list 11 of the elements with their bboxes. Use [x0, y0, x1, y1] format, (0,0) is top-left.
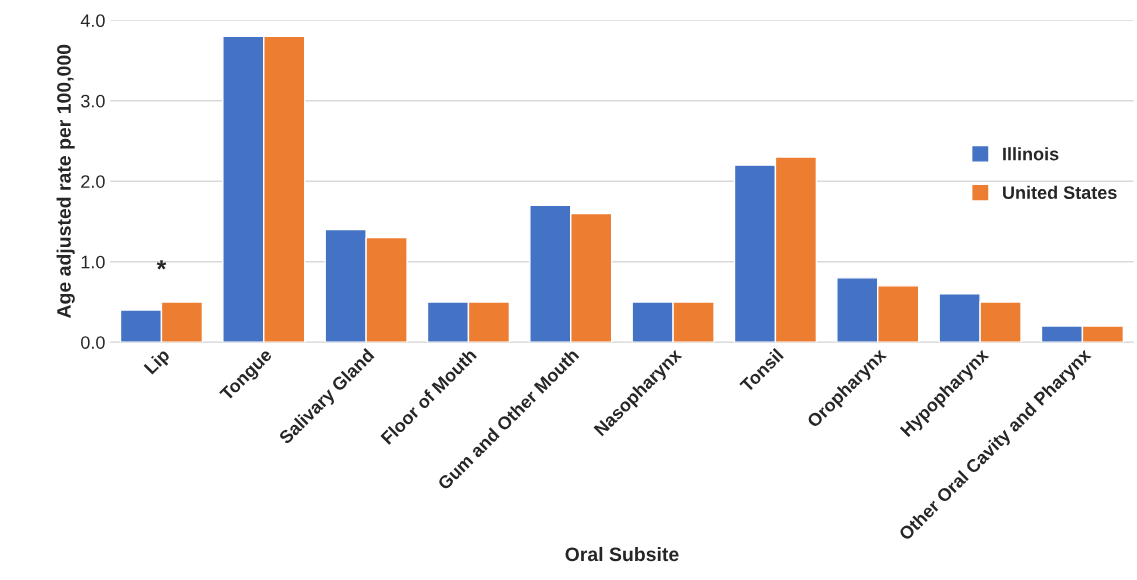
y-tick-label: 0.0: [81, 336, 105, 349]
y-tick-label: 4.0: [80, 14, 105, 28]
x-axis-title: Oral Subsite: [565, 546, 679, 562]
y-tick-label: 3.0: [81, 94, 105, 108]
legend-label: United States: [1003, 185, 1117, 199]
y-tick-label: 2.0: [81, 175, 105, 188]
annotation: *: [156, 260, 167, 270]
legend-label: Illinois: [1003, 147, 1059, 161]
y-tick-label: 1.0: [81, 255, 105, 269]
x-tick-label: Lip: [143, 347, 173, 378]
y-axis-title: Age adjusted rate per 100,000: [56, 44, 75, 319]
